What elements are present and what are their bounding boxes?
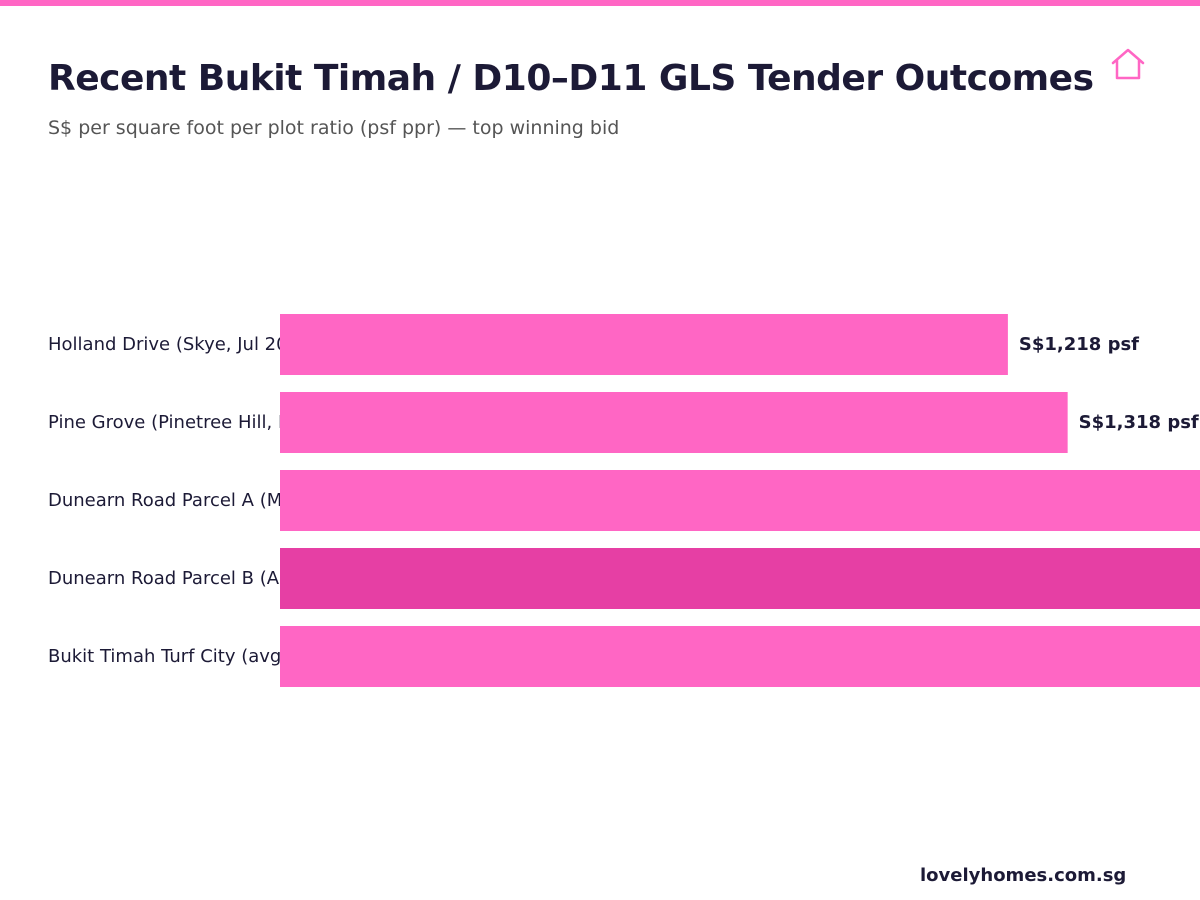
top-accent-stripe xyxy=(0,0,1200,6)
house-icon xyxy=(1111,48,1145,80)
bar xyxy=(280,626,1200,687)
category-label: Holland Drive (Skye, Jul 20 xyxy=(48,334,288,355)
category-label: Dunearn Road Parcel B (A xyxy=(48,568,280,589)
chart-subtitle: S$ per square foot per plot ratio (psf p… xyxy=(48,117,620,139)
bar xyxy=(280,392,1068,453)
bar xyxy=(280,548,1200,609)
chart-title: Recent Bukit Timah / D10–D11 GLS Tender … xyxy=(48,58,1094,99)
brand-website-label: lovelyhomes.com.sg xyxy=(920,865,1127,886)
category-label: Pine Grove (Pinetree Hill, M xyxy=(48,412,294,433)
bar xyxy=(280,314,1008,375)
bar xyxy=(280,470,1200,531)
value-label: S$1,218 psf xyxy=(1019,334,1139,355)
category-label: Dunearn Road Parcel A (M xyxy=(48,490,282,511)
chart-plot-area: Holland Drive (Skye, Jul 20 S$1,218 psf Pi… xyxy=(48,314,1200,687)
category-label: Bukit Timah Turf City (avg xyxy=(48,646,281,667)
value-label: S$1,318 psf xyxy=(1079,412,1199,433)
